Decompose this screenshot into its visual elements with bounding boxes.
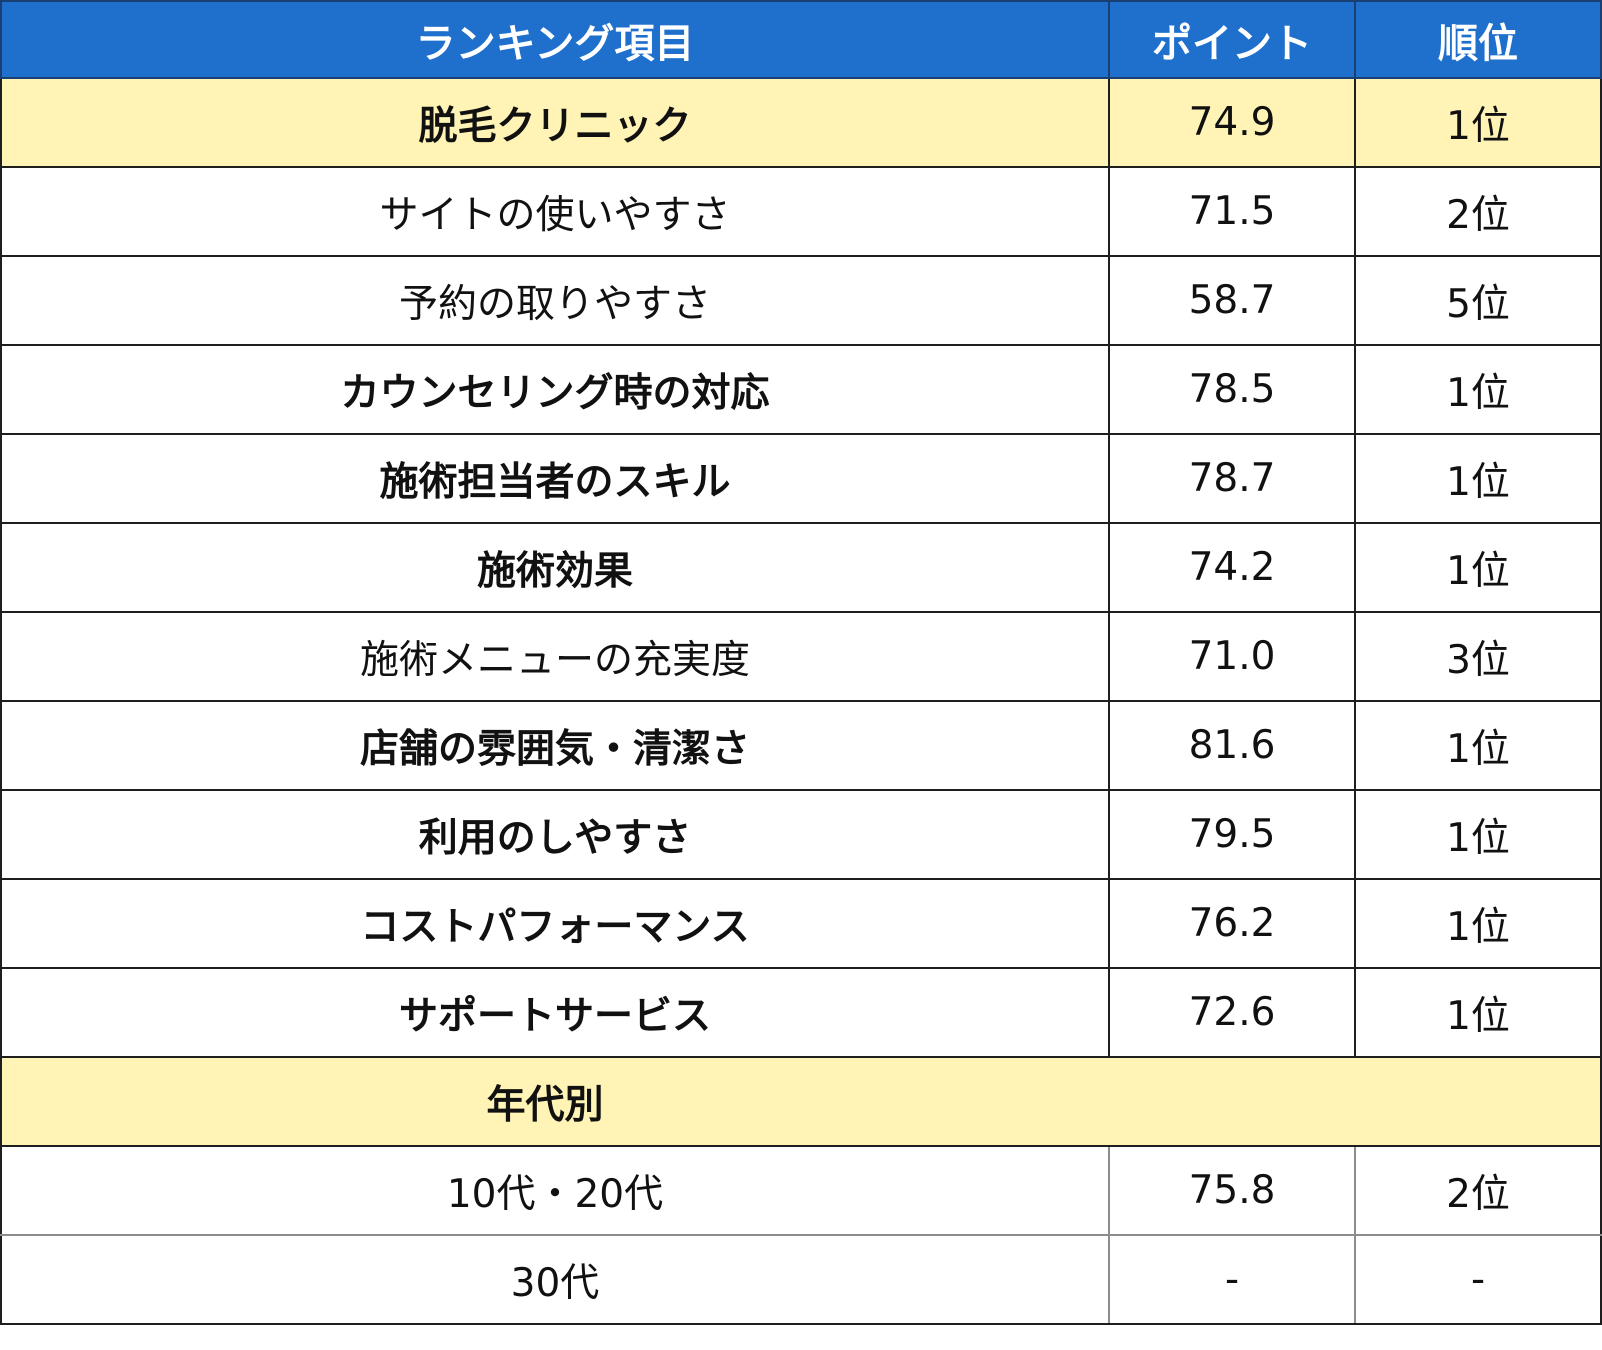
row-point: 81.6 xyxy=(1108,700,1356,791)
row-point: 78.5 xyxy=(1108,344,1356,435)
row-point: 75.8 xyxy=(1108,1145,1356,1236)
table-row: サイトの使いやすさ 71.5 2位 xyxy=(0,166,1602,257)
table-row-clinic: 脱毛クリニック 74.9 1位 xyxy=(0,77,1602,168)
row-item: サポートサービス xyxy=(0,967,1110,1058)
row-item: 10代・20代 xyxy=(0,1145,1110,1236)
row-rank: 1位 xyxy=(1354,344,1602,435)
row-rank: 1位 xyxy=(1354,967,1602,1058)
row-rank: 1位 xyxy=(1354,433,1602,524)
row-item: 施術メニューの充実度 xyxy=(0,611,1110,702)
row-rank: 1位 xyxy=(1354,522,1602,613)
table-row: カウンセリング時の対応 78.5 1位 xyxy=(0,344,1602,435)
row-rank: 5位 xyxy=(1354,255,1602,346)
section-header-age: 年代別 xyxy=(0,1056,1602,1147)
table-row: 予約の取りやすさ 58.7 5位 xyxy=(0,255,1602,346)
row-item: 施術担当者のスキル xyxy=(0,433,1110,524)
row-rank: 3位 xyxy=(1354,611,1602,702)
row-item: 施術効果 xyxy=(0,522,1110,613)
row-point: 72.6 xyxy=(1108,967,1356,1058)
table-row: コストパフォーマンス 76.2 1位 xyxy=(0,878,1602,969)
row-item: 脱毛クリニック xyxy=(0,77,1110,168)
row-item: 店舗の雰囲気・清潔さ xyxy=(0,700,1110,791)
row-item: 30代 xyxy=(0,1234,1110,1325)
table-row: 施術効果 74.2 1位 xyxy=(0,522,1602,613)
row-rank: 1位 xyxy=(1354,878,1602,969)
row-point: 76.2 xyxy=(1108,878,1356,969)
header-row: ランキング項目 ポイント 順位 xyxy=(0,0,1602,79)
row-point: 79.5 xyxy=(1108,789,1356,880)
table-row: 施術メニューの充実度 71.0 3位 xyxy=(0,611,1602,702)
row-point: 78.7 xyxy=(1108,433,1356,524)
section-cell: 年代別 xyxy=(0,1056,1602,1147)
column-header-rank: 順位 xyxy=(1354,0,1602,79)
row-rank: 1位 xyxy=(1354,789,1602,880)
row-point: 74.9 xyxy=(1108,77,1356,168)
row-rank: - xyxy=(1354,1234,1602,1325)
row-item: 利用のしやすさ xyxy=(0,789,1110,880)
row-item: カウンセリング時の対応 xyxy=(0,344,1110,435)
row-item: サイトの使いやすさ xyxy=(0,166,1110,257)
row-rank: 2位 xyxy=(1354,1145,1602,1236)
table-row-age: 10代・20代 75.8 2位 xyxy=(0,1145,1602,1236)
column-header-item: ランキング項目 xyxy=(0,0,1110,79)
row-point: 58.7 xyxy=(1108,255,1356,346)
table-row: サポートサービス 72.6 1位 xyxy=(0,967,1602,1058)
row-point: 74.2 xyxy=(1108,522,1356,613)
row-point: - xyxy=(1108,1234,1356,1325)
table-row-age: 30代 - - xyxy=(0,1234,1602,1325)
row-rank: 1位 xyxy=(1354,77,1602,168)
column-header-point: ポイント xyxy=(1108,0,1356,79)
row-point: 71.5 xyxy=(1108,166,1356,257)
row-rank: 1位 xyxy=(1354,700,1602,791)
table-row: 施術担当者のスキル 78.7 1位 xyxy=(0,433,1602,524)
row-rank: 2位 xyxy=(1354,166,1602,257)
section-title: 年代別 xyxy=(486,1082,604,1128)
row-point: 71.0 xyxy=(1108,611,1356,702)
table-row: 店舗の雰囲気・清潔さ 81.6 1位 xyxy=(0,700,1602,791)
row-item: コストパフォーマンス xyxy=(0,878,1110,969)
table-row: 利用のしやすさ 79.5 1位 xyxy=(0,789,1602,880)
row-item: 予約の取りやすさ xyxy=(0,255,1110,346)
